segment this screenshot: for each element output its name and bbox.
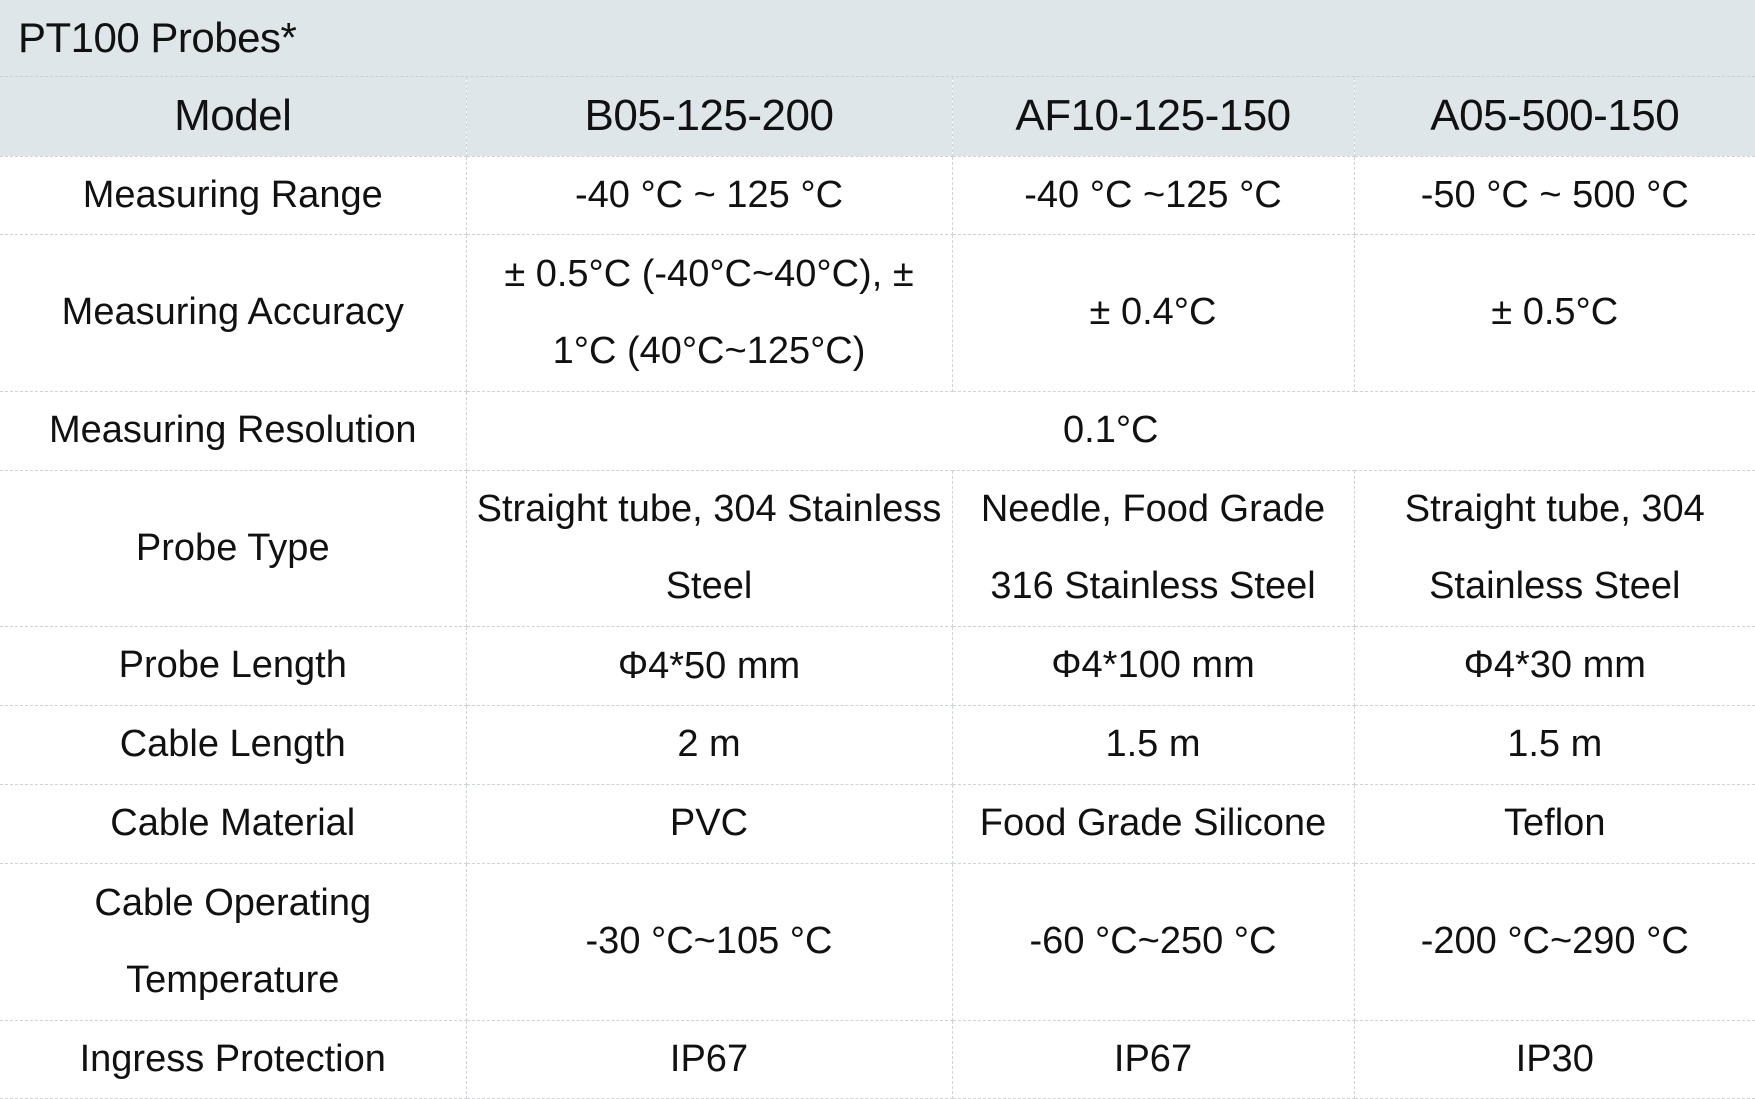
row-label: Probe Length [0, 625, 467, 706]
cell-value: ± 0.5°C [1353, 233, 1755, 392]
cell-value: IP30 [1353, 1019, 1755, 1099]
table-row: Cable Operating Temperature -30 °C~105 °… [0, 862, 1755, 1021]
cell-value: Φ4*30 mm [1353, 625, 1755, 706]
cell-value: Straight tube, 304 Stainless Steel [465, 469, 953, 627]
table-row: Cable Material PVC Food Grade Silicone T… [0, 783, 1755, 864]
header-model-1: B05-125-200 [465, 77, 953, 157]
cell-value: -40 °C ~125 °C [951, 155, 1355, 235]
table-row: Probe Type Straight tube, 304 Stainless … [0, 469, 1755, 627]
table-row: Probe Length Φ4*50 mm Φ4*100 mm Φ4*30 mm [0, 625, 1755, 706]
cell-value: IP67 [951, 1019, 1355, 1099]
cell-value: -60 °C~250 °C [951, 862, 1355, 1021]
cell-value: Φ4*50 mm [465, 625, 953, 706]
cell-value: -30 °C~105 °C [465, 862, 953, 1021]
row-label: Measuring Resolution [0, 390, 467, 471]
cell-value: Food Grade Silicone [951, 783, 1355, 864]
cell-value: Straight tube, 304 Stainless Steel [1353, 469, 1755, 627]
cell-value: 1.5 m [951, 704, 1355, 785]
table-row: Measuring Range -40 °C ~ 125 °C -40 °C ~… [0, 155, 1755, 235]
cell-value: -200 °C~290 °C [1353, 862, 1755, 1021]
cell-value: PVC [465, 783, 953, 864]
row-label: Cable Material [0, 783, 467, 864]
table-row: Measuring Accuracy ± 0.5°C (-40°C~40°C),… [0, 233, 1755, 392]
header-label: Model [0, 77, 467, 157]
table-row: Ingress Protection IP67 IP67 IP30 [0, 1019, 1755, 1099]
cell-value: -40 °C ~ 125 °C [465, 155, 953, 235]
header-model-3: A05-500-150 [1353, 77, 1755, 157]
spec-table: Model B05-125-200 AF10-125-150 A05-500-1… [0, 77, 1755, 1099]
table-row: Measuring Resolution 0.1°C [0, 390, 1755, 471]
cell-value: 1.5 m [1353, 704, 1755, 785]
row-label: Measuring Accuracy [0, 233, 467, 392]
header-row: Model B05-125-200 AF10-125-150 A05-500-1… [0, 77, 1755, 157]
cell-value: Needle, Food Grade 316 Stainless Steel [951, 469, 1355, 627]
merged-cell-value: 0.1°C [465, 390, 1755, 471]
header-model-2: AF10-125-150 [951, 77, 1355, 157]
cell-value: Φ4*100 mm [951, 625, 1355, 706]
cell-value: ± 0.4°C [951, 233, 1355, 392]
row-label: Cable Operating Temperature [0, 862, 467, 1021]
row-label: Measuring Range [0, 155, 467, 235]
cell-value: Teflon [1353, 783, 1755, 864]
row-label: Cable Length [0, 704, 467, 785]
cell-value: -50 °C ~ 500 °C [1353, 155, 1755, 235]
table-row: Cable Length 2 m 1.5 m 1.5 m [0, 704, 1755, 785]
cell-value: ± 0.5°C (-40°C~40°C), ± 1°C (40°C~125°C) [465, 233, 953, 392]
cell-value: 2 m [465, 704, 953, 785]
row-label: Ingress Protection [0, 1019, 467, 1099]
table-title: PT100 Probes* [0, 0, 1755, 77]
row-label: Probe Type [0, 469, 467, 627]
cell-value: IP67 [465, 1019, 953, 1099]
